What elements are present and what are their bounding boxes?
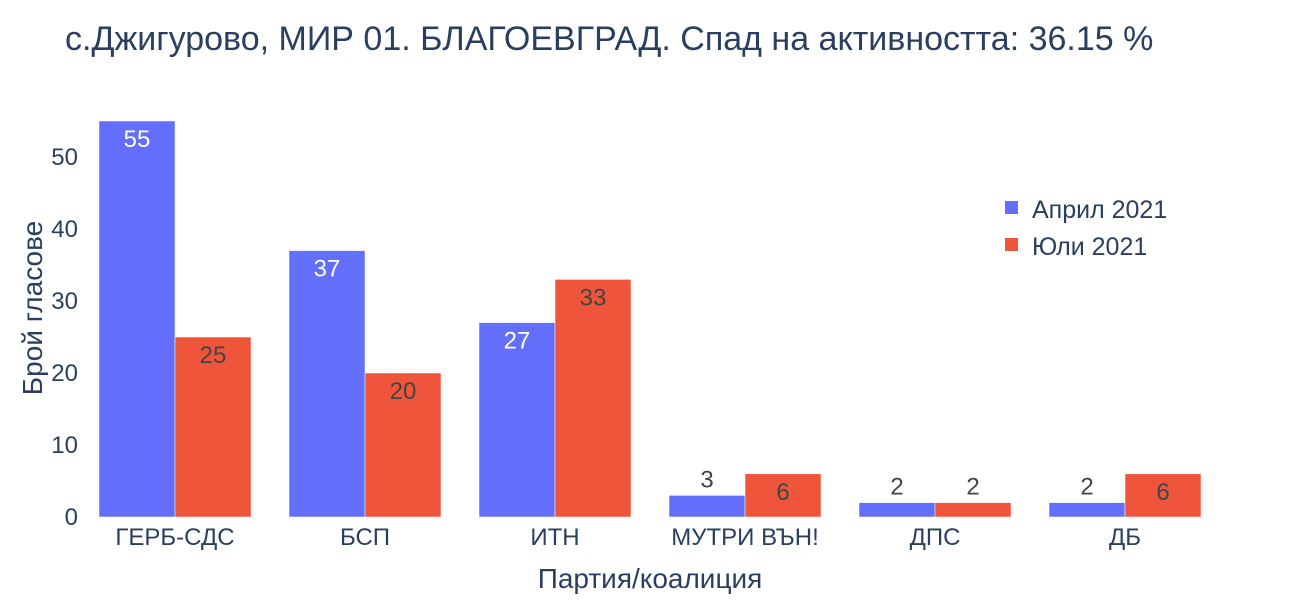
bar	[98, 120, 176, 518]
bar	[934, 502, 1012, 518]
x-tick-label: БСП	[340, 524, 390, 551]
x-tick-label: ДПС	[910, 524, 961, 551]
bar	[554, 279, 632, 518]
bar-value-label: 2	[890, 474, 903, 501]
y-axis-title: Брой гласове	[17, 221, 48, 395]
chart-title: с.Джигурово, МИР 01. БЛАГОЕВГРАД. Спад н…	[65, 20, 1153, 58]
bar-value-label: 3	[700, 466, 713, 493]
legend-label-april-2021: Април 2021	[1032, 196, 1167, 224]
bar-value-label: 6	[1156, 479, 1169, 506]
bar	[1124, 473, 1202, 518]
bar-value-label: 2	[966, 474, 979, 501]
bar-value-label: 27	[504, 328, 531, 355]
x-axis-ticks: ГЕРБ-СДС БСП ИТН МУТРИ ВЪН! ДПС ДБ	[115, 524, 1141, 551]
y-axis-ticks: 0 10 20 30 40 50	[51, 144, 78, 531]
y-tick-label: 20	[51, 360, 78, 387]
bar	[668, 495, 746, 518]
legend-label-july-2021: Юли 2021	[1032, 233, 1147, 261]
y-tick-label: 40	[51, 216, 78, 243]
bar-value-label: 37	[314, 256, 341, 283]
x-tick-label: ГЕРБ-СДС	[115, 524, 234, 551]
x-tick-label: ИТН	[530, 524, 579, 551]
legend-swatch-july-2021	[1005, 238, 1018, 251]
legend-swatch-april-2021	[1005, 201, 1018, 214]
y-tick-label: 50	[51, 144, 78, 171]
bar-value-label: 25	[200, 342, 227, 369]
bar-value-label: 2	[1080, 474, 1093, 501]
x-tick-label: ДБ	[1109, 524, 1141, 551]
legend: Април 2021 Юли 2021	[1005, 196, 1167, 261]
bar-value-label: 33	[580, 284, 607, 311]
bar-value-label: 6	[776, 479, 789, 506]
bar	[364, 372, 442, 518]
bar	[478, 322, 556, 518]
bar	[288, 250, 366, 518]
y-tick-label: 30	[51, 288, 78, 315]
bar	[1048, 502, 1126, 518]
bar-value-label: 55	[124, 126, 151, 153]
y-tick-label: 0	[65, 504, 78, 531]
x-axis-title: Партия/коалиция	[538, 563, 763, 594]
bar	[174, 336, 252, 518]
y-tick-label: 10	[51, 432, 78, 459]
bar-value-label: 20	[390, 378, 417, 405]
bar	[858, 502, 936, 518]
x-tick-label: МУТРИ ВЪН!	[671, 524, 818, 551]
bar	[744, 473, 822, 518]
